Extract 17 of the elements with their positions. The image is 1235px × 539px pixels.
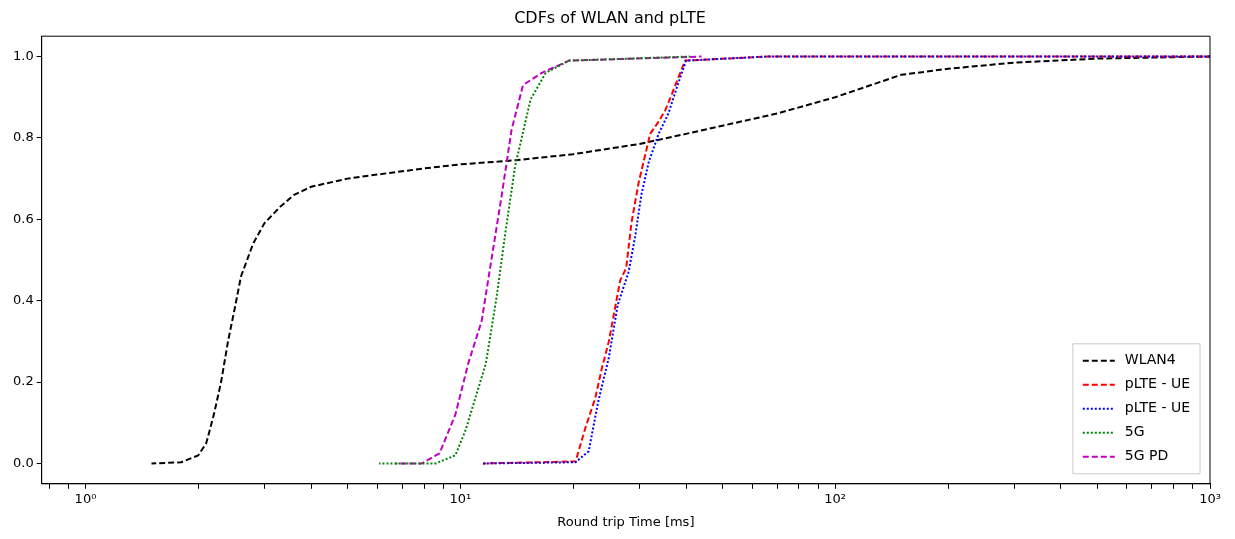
legend-label: 5G	[1124, 423, 1145, 440]
y-tick-label: 0.2	[12, 373, 34, 389]
legend-label: 5G PD	[1124, 447, 1169, 464]
legend-label: pLTE - UE	[1124, 375, 1190, 392]
legend-label: WLAN4	[1124, 351, 1176, 368]
y-tick-label: 0.0	[12, 454, 34, 470]
x-tick-label: 10⁰	[74, 490, 97, 506]
y-tick-label: 0.4	[12, 292, 34, 308]
chart-title: CDFs of WLAN and pLTE	[514, 7, 706, 27]
y-tick-label: 1.0	[12, 47, 34, 63]
y-tick-label: 0.6	[12, 210, 34, 226]
legend-label: pLTE - UE	[1124, 399, 1190, 416]
x-tick-label: 10³	[1199, 490, 1221, 506]
x-tick-label: 10²	[824, 490, 847, 506]
y-tick-label: 0.8	[12, 129, 34, 145]
x-axis-title: Round trip Time [ms]	[557, 513, 695, 529]
x-tick-label: 10¹	[449, 490, 472, 506]
